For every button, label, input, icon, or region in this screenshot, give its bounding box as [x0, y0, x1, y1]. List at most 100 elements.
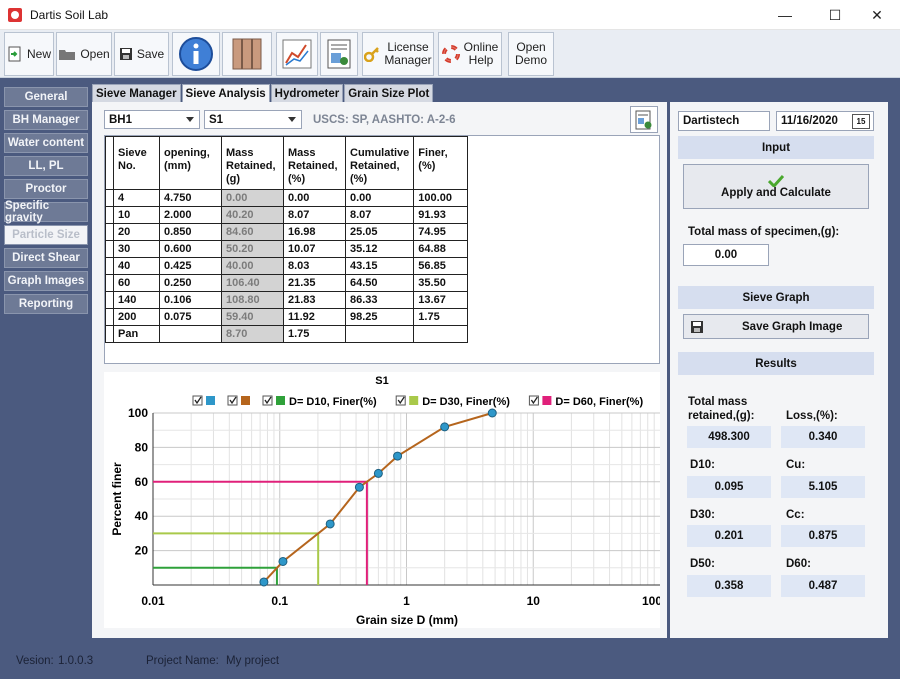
- total-mass-retained-label-2: retained,(g):: [688, 410, 755, 422]
- row-header-cell[interactable]: [105, 325, 114, 343]
- sidebar-item-graph-images[interactable]: Graph Images: [4, 271, 88, 291]
- table-cell: 25.05: [344, 223, 415, 241]
- floppy-disk-icon: [691, 320, 703, 333]
- total-mass-input[interactable]: 0.00: [683, 244, 769, 266]
- data-point: [487, 408, 497, 418]
- y-axis-label: Percent finer: [110, 462, 124, 536]
- borehole-select[interactable]: BH1: [104, 110, 200, 129]
- table-cell: 98.25: [344, 308, 415, 326]
- soil-profile-button[interactable]: [222, 32, 272, 76]
- about-button[interactable]: [172, 32, 220, 76]
- d30-label: D30:: [690, 509, 715, 521]
- save-graph-image-button[interactable]: Save Graph Image: [683, 314, 869, 339]
- mass-retained-g-header: Mass Retained, (g): [221, 136, 284, 190]
- table-cell[interactable]: 106.40: [221, 274, 284, 292]
- table-row: 20 0.850 84.60 16.98 25.05 74.95: [105, 223, 469, 241]
- tab-grain-size-plot[interactable]: Grain Size Plot: [344, 84, 434, 102]
- row-header-cell[interactable]: [105, 308, 114, 326]
- chart-button[interactable]: [276, 32, 318, 76]
- sidebar-item-reporting[interactable]: Reporting: [4, 294, 88, 314]
- row-header-cell[interactable]: [105, 189, 114, 207]
- row-header-cell[interactable]: [105, 223, 114, 241]
- table-cell: 0.00: [344, 189, 415, 207]
- legend-swatch: [241, 396, 250, 405]
- help-label-line2: Help: [468, 53, 494, 67]
- table-row: 60 0.250 106.40 21.35 64.50 35.50: [105, 274, 469, 292]
- tab-sieve-analysis[interactable]: Sieve Analysis: [181, 84, 270, 103]
- row-header-cell[interactable]: [105, 291, 114, 309]
- apply-calculate-button[interactable]: Apply and Calculate: [683, 164, 869, 209]
- cc-label: Cc:: [786, 509, 805, 521]
- table-cell: 2.000: [159, 206, 222, 224]
- table-cell[interactable]: 40.20: [221, 206, 284, 224]
- table-cell[interactable]: 50.20: [221, 240, 284, 258]
- classification-label: USCS: SP, AASHTO: A-2-6: [313, 114, 456, 126]
- x-tick-label: 0.01: [141, 594, 165, 608]
- table-row: 40 0.425 40.00 8.03 43.15 56.85: [105, 257, 469, 275]
- row-header-cell[interactable]: [105, 206, 114, 224]
- sidebar-item-bh-manager[interactable]: BH Manager: [4, 110, 88, 130]
- minimize-button[interactable]: —: [778, 7, 792, 23]
- close-button[interactable]: ✕: [871, 6, 883, 23]
- save-button[interactable]: Save: [114, 32, 169, 76]
- calendar-icon[interactable]: 15: [852, 114, 870, 129]
- table-cell[interactable]: 108.80: [221, 291, 284, 309]
- maximize-button[interactable]: ☐: [828, 6, 842, 23]
- open-demo-button[interactable]: Open Demo: [508, 32, 554, 76]
- table-cell[interactable]: 84.60: [221, 223, 284, 241]
- company-field[interactable]: Dartistech: [678, 111, 770, 131]
- opening-header: opening, (mm): [159, 136, 222, 190]
- table-cell: 35.50: [413, 274, 469, 292]
- table-row: 140 0.106 108.80 21.83 86.33 13.67: [105, 291, 469, 309]
- new-button[interactable]: New: [4, 32, 54, 76]
- help-label-line1: Online: [463, 40, 499, 54]
- gradation-curve: [263, 412, 493, 583]
- row-header-cell[interactable]: [105, 257, 114, 275]
- license-manager-button[interactable]: License Manager: [362, 32, 434, 76]
- open-button[interactable]: Open: [56, 32, 112, 76]
- data-point: [393, 451, 403, 461]
- date-picker[interactable]: 11/16/2020 15: [776, 111, 874, 131]
- d50-value: 0.358: [687, 575, 771, 597]
- d10-label: D10:: [690, 459, 715, 471]
- online-help-button[interactable]: Online Help: [438, 32, 502, 76]
- chevron-down-icon: [186, 117, 194, 122]
- sidebar-item-ll-pl[interactable]: LL, PL: [4, 156, 88, 176]
- table-cell: 8.07: [283, 206, 346, 224]
- sieve-no-header: Sieve No.: [113, 136, 160, 190]
- table-cell[interactable]: 59.40: [221, 308, 284, 326]
- sieve-table: Sieve No. opening, (mm) Mass Retained, (g)…: [105, 136, 469, 343]
- export-report-button[interactable]: [630, 106, 658, 133]
- table-row: 4 4.750 0.00 0.00 0.00 100.00: [105, 189, 469, 207]
- x-tick-label: 10: [527, 594, 541, 608]
- sidebar-item-proctor[interactable]: Proctor: [4, 179, 88, 199]
- sidebar-item-particle-size[interactable]: Particle Size: [4, 225, 88, 245]
- table-row: Pan 8.70 1.75: [105, 325, 469, 343]
- sidebar-item-general[interactable]: General: [4, 87, 88, 107]
- y-tick-label: 20: [135, 544, 149, 558]
- folder-icon: [59, 50, 76, 60]
- data-point: [440, 422, 450, 432]
- sidebar-item-specific-gravity[interactable]: Specific gravity: [4, 200, 88, 224]
- table-cell: 21.35: [283, 274, 346, 292]
- sample-select[interactable]: S1: [204, 110, 302, 129]
- table-cell[interactable]: 0.00: [221, 189, 284, 207]
- sidebar-item-water-content[interactable]: Water content: [4, 133, 88, 153]
- project-name-label: Project Name:: [146, 655, 219, 667]
- save-graph-image-label: Save Graph Image: [742, 320, 843, 333]
- row-header-cell[interactable]: [105, 240, 114, 258]
- input-header: Input: [678, 136, 874, 159]
- table-cell[interactable]: 8.70: [221, 325, 284, 343]
- table-cell: 35.12: [344, 240, 415, 258]
- sidebar-item-direct-shear[interactable]: Direct Shear: [4, 248, 88, 268]
- demo-label-line2: Demo: [514, 53, 547, 67]
- new-label: New: [26, 47, 51, 61]
- tab-hydrometer[interactable]: Hydrometer: [270, 84, 344, 102]
- legend-checkbox: [262, 395, 273, 406]
- table-cell: 10.07: [283, 240, 346, 258]
- row-header-cell[interactable]: [105, 274, 114, 292]
- tab-sieve-manager[interactable]: Sieve Manager: [92, 84, 181, 102]
- checkmark-icon: [397, 396, 405, 405]
- report-button[interactable]: [320, 32, 358, 76]
- table-cell[interactable]: 40.00: [221, 257, 284, 275]
